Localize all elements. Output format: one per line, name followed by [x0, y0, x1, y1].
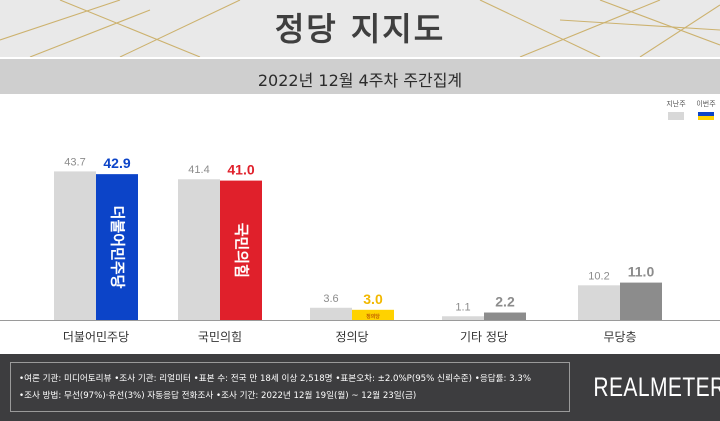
bar-curr: [352, 309, 394, 320]
party-support-chart: 지난주 이번주 43.7 42.9 더불어민주당 더불어민주당 41.4 41.0 국민의힘 국민…: [0, 94, 720, 354]
bar-curr: [220, 180, 262, 320]
legend-label-prev: 지난주: [666, 99, 686, 108]
category-label: 기타 정당: [460, 330, 508, 344]
category-label: 국민의힘: [198, 330, 242, 344]
bar-prev: [578, 285, 620, 320]
bar-prev-value: 41.4: [188, 164, 209, 176]
bar-prev: [442, 316, 484, 320]
period-bar: 2022년 12월 4주차 주간집계: [0, 57, 720, 94]
title-banner: 정당 지지도: [0, 0, 720, 57]
bar-curr-value: 11.0: [628, 264, 655, 280]
category-label: 무당층: [603, 330, 636, 344]
bar-curr: [96, 174, 138, 320]
bar-curr-value: 3.0: [363, 291, 383, 307]
bar-prev: [310, 307, 352, 320]
bar-prev: [54, 171, 96, 320]
bar-party-label: 정의당: [366, 313, 380, 320]
legend-swatch-prev: [668, 112, 684, 120]
survey-notes: •여론 기관: 미디어토리뷰 •조사 기관: 리얼미터 •표본 수: 전국 만 …: [10, 362, 570, 412]
gold-line-decoration: [0, 0, 720, 57]
legend-label-curr: 이번주: [696, 99, 716, 108]
category-label: 더불어민주당: [63, 330, 129, 344]
footer: •여론 기관: 미디어토리뷰 •조사 기관: 리얼미터 •표본 수: 전국 만 …: [0, 354, 720, 421]
period-label: 2022년 12월 4주차 주간집계: [257, 71, 463, 90]
brand-logo: REALMETER: [593, 372, 720, 402]
bar-prev-value: 10.2: [588, 270, 609, 282]
survey-note-line-2: •조사 방법: 무선(97%)·유선(3%) 자동응답 전화조사 •조사 기간:…: [19, 391, 417, 401]
legend-swatch-curr-bottom: [698, 116, 714, 120]
bar-curr: [620, 282, 662, 320]
bar-prev: [178, 179, 220, 320]
legend-swatch-curr-top: [698, 112, 714, 116]
bar-prev-value: 1.1: [455, 301, 470, 313]
page-title: 정당 지지도: [274, 10, 446, 48]
survey-note-line-1: •여론 기관: 미디어토리뷰 •조사 기관: 리얼미터 •표본 수: 전국 만 …: [19, 374, 531, 384]
bar-curr: [484, 312, 526, 320]
bar-party-label: 국민의힘: [233, 223, 251, 278]
bar-prev-value: 3.6: [323, 293, 338, 305]
bar-curr-value: 41.0: [227, 162, 254, 178]
category-label: 정의당: [335, 330, 368, 344]
bar-prev-value: 43.7: [64, 156, 85, 168]
bar-party-label: 더불어민주당: [109, 206, 127, 289]
bar-curr-value: 42.9: [103, 155, 130, 171]
bar-curr-value: 2.2: [495, 294, 515, 310]
